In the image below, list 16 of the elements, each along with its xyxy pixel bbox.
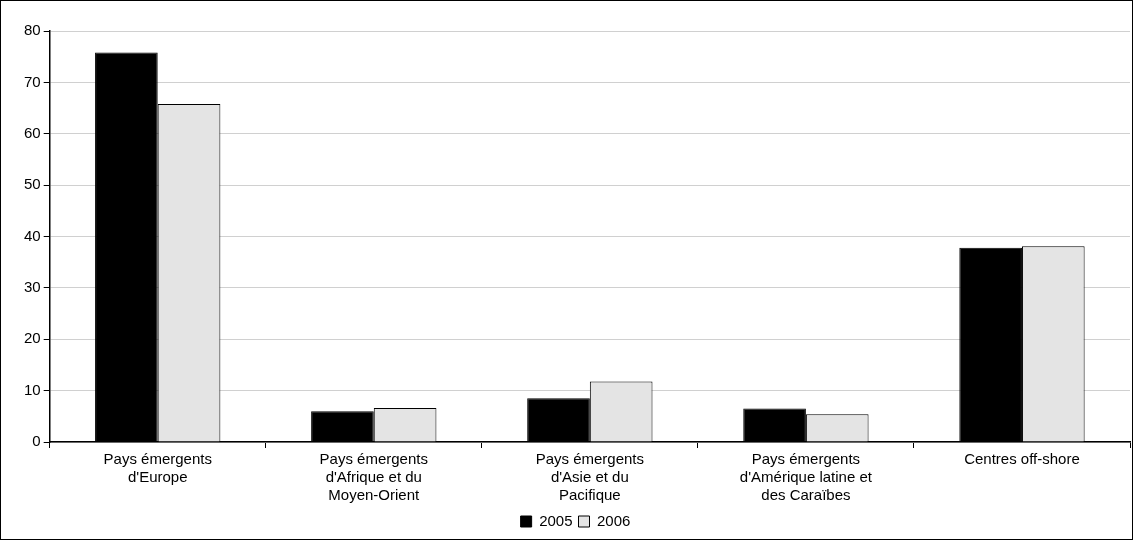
- y-tick-label: 70: [24, 72, 41, 90]
- legend-label: 2005: [539, 511, 573, 529]
- legend-label: 2006: [597, 511, 631, 529]
- y-tick-label: 0: [32, 432, 41, 450]
- x-tick-label: Pays émergents d'Asie et du Pacifique: [535, 450, 645, 504]
- y-tick-label: 10: [24, 380, 41, 398]
- y-tick-label: 60: [24, 123, 41, 141]
- x-tick-label: Pays émergents d'Afrique et du Moyen-Orient: [319, 450, 428, 504]
- y-tick-label: 80: [24, 21, 41, 39]
- x-tick-label: Centres off-shore: [964, 450, 1080, 468]
- y-tick-label: 50: [24, 175, 41, 193]
- x-tick-label: Pays émergents d'Europe: [103, 450, 212, 486]
- y-tick-label: 30: [24, 278, 41, 296]
- y-tick-label: 40: [24, 226, 41, 244]
- x-tick-label: Pays émergents d'Amérique latine et des Caraïbes: [739, 450, 873, 504]
- y-tick-label: 20: [24, 329, 41, 347]
